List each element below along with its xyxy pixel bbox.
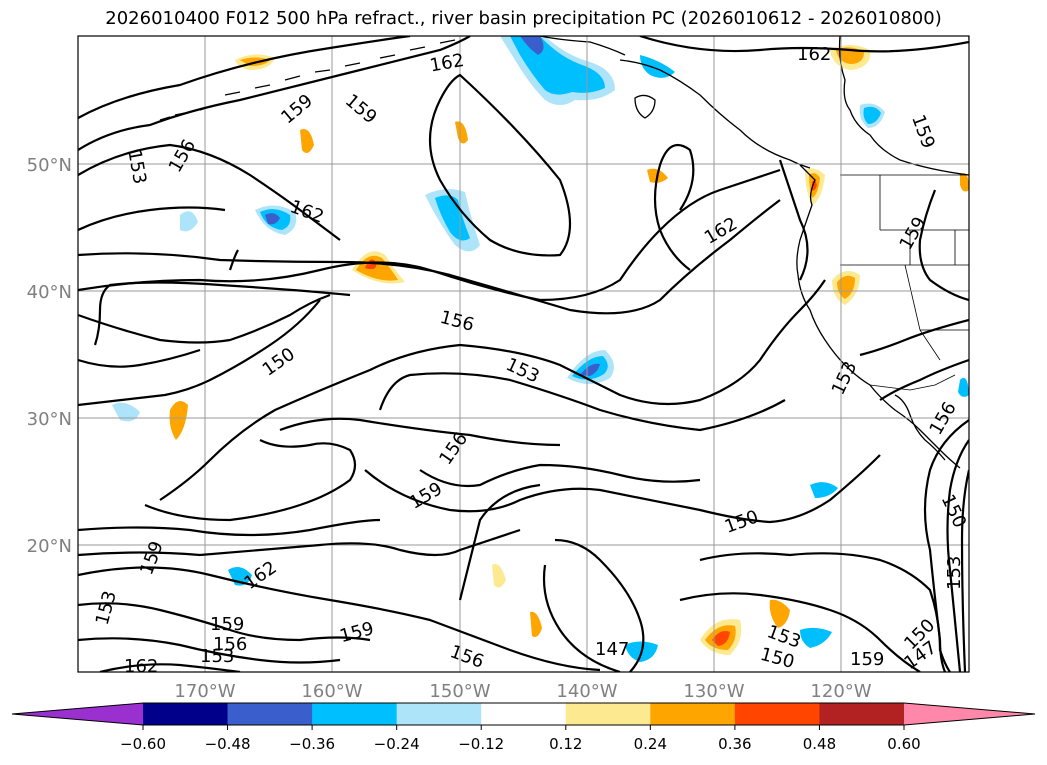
colorbar-segment (227, 703, 313, 725)
colorbar-tick-label: 0.48 (803, 735, 836, 753)
colorbar-segment (819, 703, 905, 725)
lon-label-160w: 160°W (301, 681, 362, 702)
colorbar-ticks: −0.60 −0.48 −0.36 −0.24 −0.12 0.12 0.24 0.36 0.4… (120, 725, 921, 753)
contour-label: 156 (213, 634, 247, 655)
colorbar-segment (396, 703, 482, 725)
gridlines (78, 36, 969, 672)
contour-label: 147 (595, 639, 629, 660)
longitude-labels: 170°W 160°W 150°W 140°W 130°W 120°W (174, 681, 871, 702)
colorbar-tick-label: −0.60 (120, 735, 166, 753)
contour-label: 159 (850, 649, 884, 670)
colorbar-segment (565, 703, 651, 725)
coastlines (159, 36, 969, 469)
colorbar-segments (143, 703, 905, 725)
colorbar-tick-label: 0.24 (634, 735, 667, 753)
colorbar-segment (143, 703, 229, 725)
colorbar-tick-label: −0.12 (458, 735, 504, 753)
colorbar-segment (734, 703, 820, 725)
colorbar-tick-label: −0.24 (374, 735, 420, 753)
lat-label-40n: 40°N (27, 282, 72, 303)
state-borders (840, 174, 969, 391)
colorbar-tick-label: 0.60 (887, 735, 920, 753)
contour-label: 162 (797, 44, 831, 65)
lon-label-140w: 140°W (556, 681, 617, 702)
colorbar-tick-label: 0.12 (549, 735, 582, 753)
lon-label-120w: 120°W (810, 681, 871, 702)
latitude-labels: 50°N 40°N 30°N 20°N (27, 155, 72, 557)
contour-labels: 162 159 159 156 153 162 162 159 156 150 … (92, 44, 969, 677)
geopotential-contours (78, 36, 969, 672)
colorbar-tick-label: −0.48 (205, 735, 251, 753)
lat-label-20n: 20°N (27, 536, 72, 557)
lon-label-150w: 150°W (429, 681, 490, 702)
contour-label: 153 (200, 646, 234, 667)
colorbar-tick-label: 0.36 (718, 735, 751, 753)
colorbar-tick-label: −0.36 (289, 735, 335, 753)
colorbar-segment (650, 703, 736, 725)
colorbar-extend-min (12, 703, 143, 725)
map-title: 2026010400 F012 500 hPa refract., river … (105, 8, 942, 29)
contour-label: 159 (210, 614, 244, 635)
lon-label-130w: 130°W (683, 681, 744, 702)
colorbar-segment (481, 703, 567, 725)
colorbar-extend-max (904, 703, 1035, 725)
map-area: 162 159 159 156 153 162 162 159 156 150 … (78, 36, 969, 677)
contour-label: 162 (124, 656, 158, 677)
contour-label: 153 (944, 556, 965, 590)
lat-label-30n: 30°N (27, 409, 72, 430)
lon-label-170w: 170°W (174, 681, 235, 702)
map-frame (77, 35, 970, 673)
lat-label-50n: 50°N (27, 155, 72, 176)
colorbar-segment (312, 703, 398, 725)
colorbar: −0.60 −0.48 −0.36 −0.24 −0.12 0.12 0.24 0.36 0.4… (11, 702, 1036, 753)
